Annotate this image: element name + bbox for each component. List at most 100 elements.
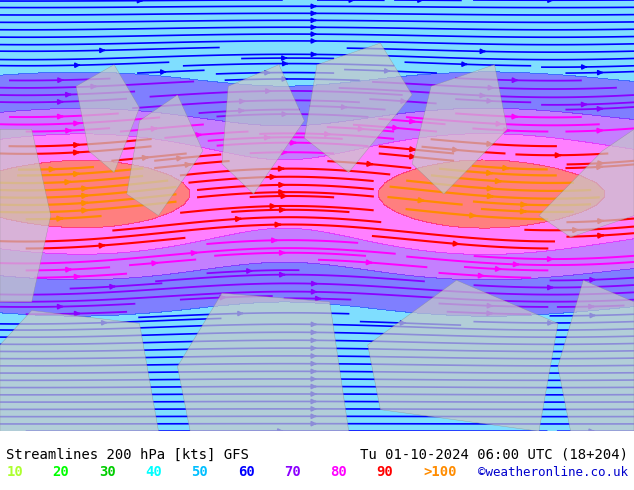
FancyArrowPatch shape xyxy=(265,71,269,74)
FancyArrowPatch shape xyxy=(196,133,201,137)
FancyArrowPatch shape xyxy=(410,154,415,158)
FancyArrowPatch shape xyxy=(152,127,157,131)
Polygon shape xyxy=(222,65,304,194)
FancyArrowPatch shape xyxy=(280,273,285,277)
FancyArrowPatch shape xyxy=(401,321,405,325)
FancyArrowPatch shape xyxy=(311,52,316,56)
FancyArrowPatch shape xyxy=(488,142,493,146)
FancyArrowPatch shape xyxy=(548,286,553,290)
FancyArrowPatch shape xyxy=(480,94,485,98)
Polygon shape xyxy=(558,280,634,431)
FancyArrowPatch shape xyxy=(410,120,415,123)
FancyArrowPatch shape xyxy=(488,86,493,90)
Text: 10: 10 xyxy=(6,466,23,479)
FancyArrowPatch shape xyxy=(462,62,467,66)
FancyArrowPatch shape xyxy=(393,126,398,130)
FancyArrowPatch shape xyxy=(74,150,79,154)
FancyArrowPatch shape xyxy=(496,179,501,183)
FancyArrowPatch shape xyxy=(311,25,316,29)
FancyArrowPatch shape xyxy=(504,128,509,132)
FancyArrowPatch shape xyxy=(66,93,70,97)
FancyArrowPatch shape xyxy=(453,147,458,151)
FancyArrowPatch shape xyxy=(598,234,603,238)
FancyArrowPatch shape xyxy=(385,69,389,73)
FancyArrowPatch shape xyxy=(487,171,492,175)
FancyArrowPatch shape xyxy=(311,377,316,381)
FancyArrowPatch shape xyxy=(152,261,157,265)
FancyArrowPatch shape xyxy=(311,19,316,22)
FancyArrowPatch shape xyxy=(312,282,316,286)
FancyArrowPatch shape xyxy=(589,429,594,433)
Polygon shape xyxy=(178,293,349,431)
FancyArrowPatch shape xyxy=(581,102,586,106)
FancyArrowPatch shape xyxy=(266,89,271,93)
Polygon shape xyxy=(0,311,158,431)
FancyArrowPatch shape xyxy=(110,285,115,289)
Text: Tu 01-10-2024 06:00 UTC (18+204): Tu 01-10-2024 06:00 UTC (18+204) xyxy=(359,448,628,462)
FancyArrowPatch shape xyxy=(311,330,316,334)
FancyArrowPatch shape xyxy=(598,219,603,223)
FancyArrowPatch shape xyxy=(503,166,508,170)
FancyArrowPatch shape xyxy=(311,407,316,411)
FancyArrowPatch shape xyxy=(470,214,476,218)
FancyArrowPatch shape xyxy=(281,194,287,198)
FancyArrowPatch shape xyxy=(359,127,363,131)
FancyArrowPatch shape xyxy=(488,194,493,198)
FancyArrowPatch shape xyxy=(143,156,148,160)
Text: 50: 50 xyxy=(191,466,208,479)
FancyArrowPatch shape xyxy=(279,167,284,171)
Polygon shape xyxy=(368,280,558,431)
FancyArrowPatch shape xyxy=(177,156,183,160)
FancyArrowPatch shape xyxy=(74,172,79,176)
FancyArrowPatch shape xyxy=(240,99,245,103)
FancyArrowPatch shape xyxy=(282,112,287,116)
FancyArrowPatch shape xyxy=(349,0,354,2)
Text: >100: >100 xyxy=(423,466,456,479)
FancyArrowPatch shape xyxy=(82,187,87,191)
Polygon shape xyxy=(76,65,139,172)
FancyArrowPatch shape xyxy=(101,321,107,325)
FancyArrowPatch shape xyxy=(573,228,578,232)
FancyArrowPatch shape xyxy=(590,314,595,318)
FancyArrowPatch shape xyxy=(325,132,330,136)
FancyArrowPatch shape xyxy=(311,346,316,350)
FancyArrowPatch shape xyxy=(280,208,285,212)
Text: Streamlines 200 hPa [kts] GFS: Streamlines 200 hPa [kts] GFS xyxy=(6,448,249,462)
FancyArrowPatch shape xyxy=(311,354,316,358)
Polygon shape xyxy=(304,43,412,172)
FancyArrowPatch shape xyxy=(278,429,282,433)
FancyArrowPatch shape xyxy=(512,115,517,119)
FancyArrowPatch shape xyxy=(281,150,287,154)
FancyArrowPatch shape xyxy=(597,107,602,111)
FancyArrowPatch shape xyxy=(311,399,316,403)
Text: 30: 30 xyxy=(99,466,115,479)
FancyArrowPatch shape xyxy=(220,295,225,299)
FancyArrowPatch shape xyxy=(282,77,287,81)
FancyArrowPatch shape xyxy=(283,62,287,66)
FancyArrowPatch shape xyxy=(311,339,316,342)
FancyArrowPatch shape xyxy=(75,275,79,279)
FancyArrowPatch shape xyxy=(521,209,526,213)
FancyArrowPatch shape xyxy=(280,251,285,255)
FancyArrowPatch shape xyxy=(597,129,602,133)
FancyArrowPatch shape xyxy=(58,78,63,82)
FancyArrowPatch shape xyxy=(311,322,316,326)
FancyArrowPatch shape xyxy=(58,100,63,104)
Text: 60: 60 xyxy=(238,466,254,479)
FancyArrowPatch shape xyxy=(82,201,87,205)
FancyArrowPatch shape xyxy=(548,321,553,325)
FancyArrowPatch shape xyxy=(487,311,492,315)
FancyArrowPatch shape xyxy=(272,239,277,242)
FancyArrowPatch shape xyxy=(598,161,604,165)
FancyArrowPatch shape xyxy=(597,165,602,169)
FancyArrowPatch shape xyxy=(82,209,87,212)
FancyArrowPatch shape xyxy=(191,251,197,255)
Text: 40: 40 xyxy=(145,466,162,479)
FancyArrowPatch shape xyxy=(276,222,280,226)
FancyArrowPatch shape xyxy=(521,202,526,206)
FancyArrowPatch shape xyxy=(311,11,316,15)
FancyArrowPatch shape xyxy=(66,129,71,133)
FancyArrowPatch shape xyxy=(410,147,415,151)
FancyArrowPatch shape xyxy=(49,168,55,171)
FancyArrowPatch shape xyxy=(279,183,284,187)
